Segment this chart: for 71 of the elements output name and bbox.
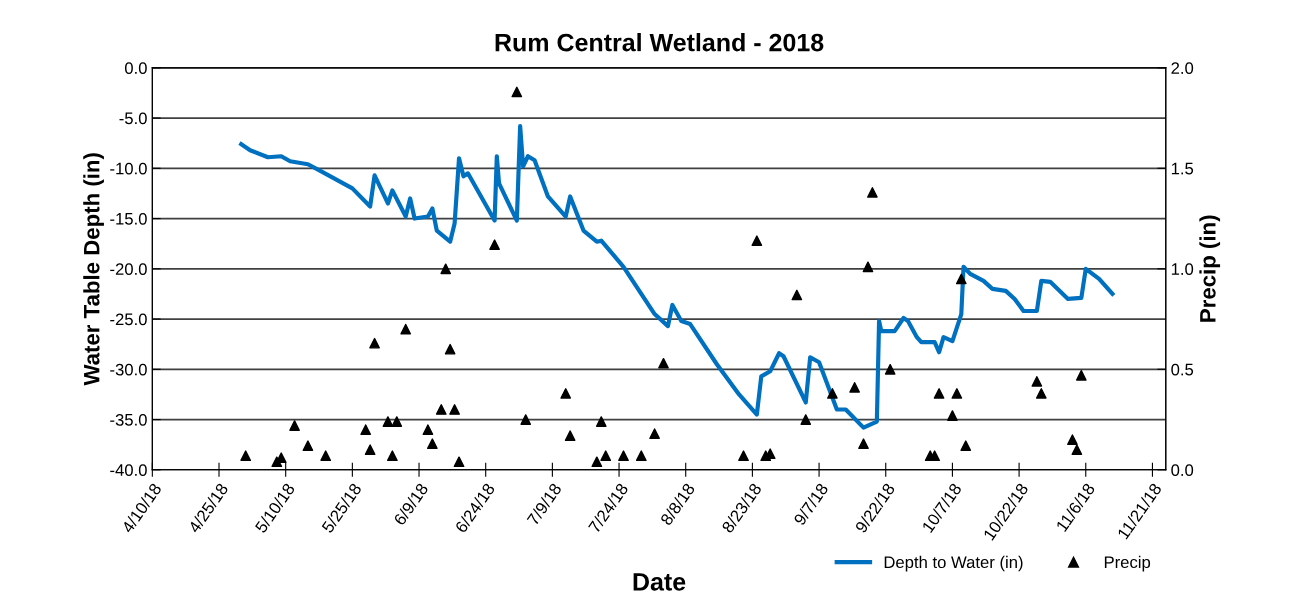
point — [1035, 388, 1047, 399]
y2-tick-label: 1.0 — [1171, 263, 1194, 275]
point — [951, 388, 963, 399]
y2-tick-label: 0.5 — [1171, 363, 1194, 376]
y-tick-label: -30.0 — [110, 363, 147, 376]
point — [827, 388, 838, 399]
line-series — [239, 124, 1115, 430]
y-tick-label: -20.0 — [110, 263, 147, 275]
point — [1031, 376, 1043, 387]
y-axis-title: Water Table Depth (in) — [83, 153, 104, 386]
point — [435, 404, 447, 415]
y-tick-label: -35.0 — [110, 413, 147, 426]
point — [1067, 434, 1078, 446]
point — [453, 456, 465, 468]
point — [849, 382, 860, 393]
y2-tick-label: 0.0 — [1171, 464, 1194, 476]
point — [289, 420, 300, 431]
point — [560, 388, 572, 399]
point — [738, 450, 749, 462]
point — [440, 263, 452, 275]
point — [302, 440, 314, 452]
point — [511, 86, 523, 98]
point — [791, 289, 803, 301]
y2-tick-label: 1.5 — [1171, 162, 1194, 175]
point — [240, 450, 252, 462]
point — [369, 337, 380, 349]
point — [520, 414, 532, 425]
y-tick-label: -5.0 — [119, 112, 147, 125]
point — [649, 428, 660, 439]
point — [591, 456, 603, 468]
point — [1075, 369, 1087, 381]
point — [751, 235, 763, 247]
y2-tick-label: 2.0 — [1171, 62, 1194, 74]
point — [444, 343, 456, 355]
point — [858, 438, 869, 450]
point — [427, 438, 438, 450]
point — [960, 440, 972, 452]
legend-label: Precip — [1104, 555, 1151, 572]
point — [400, 323, 412, 335]
y-tick-label: 0.0 — [124, 62, 147, 74]
point — [595, 416, 607, 427]
y-tick-label: -15.0 — [110, 212, 147, 225]
point — [391, 416, 403, 427]
y2-axis-title: Precip (in) — [1199, 215, 1221, 322]
point — [800, 414, 812, 425]
point — [564, 430, 576, 441]
point — [867, 187, 878, 198]
chart-title: Rum Central Wetland - 2018 — [495, 33, 824, 52]
y-tick-label: -10.0 — [110, 162, 147, 175]
point — [947, 410, 958, 421]
point — [884, 363, 896, 375]
point — [382, 416, 394, 427]
x-axis-title: Date — [633, 573, 686, 591]
point — [387, 450, 398, 462]
point — [489, 239, 500, 251]
y-tick-label: -40.0 — [110, 464, 147, 476]
point — [360, 424, 372, 435]
y-tick-label: -25.0 — [110, 313, 147, 326]
point — [955, 273, 967, 285]
legend-label: Depth to Water (in) — [884, 555, 1023, 572]
point — [364, 444, 376, 456]
point — [320, 450, 332, 462]
point — [1071, 444, 1083, 456]
point — [635, 450, 647, 462]
point — [449, 404, 460, 415]
point — [600, 450, 612, 462]
point — [618, 450, 629, 462]
point — [933, 388, 945, 399]
point — [422, 424, 434, 435]
point — [862, 261, 874, 273]
point — [658, 357, 669, 369]
